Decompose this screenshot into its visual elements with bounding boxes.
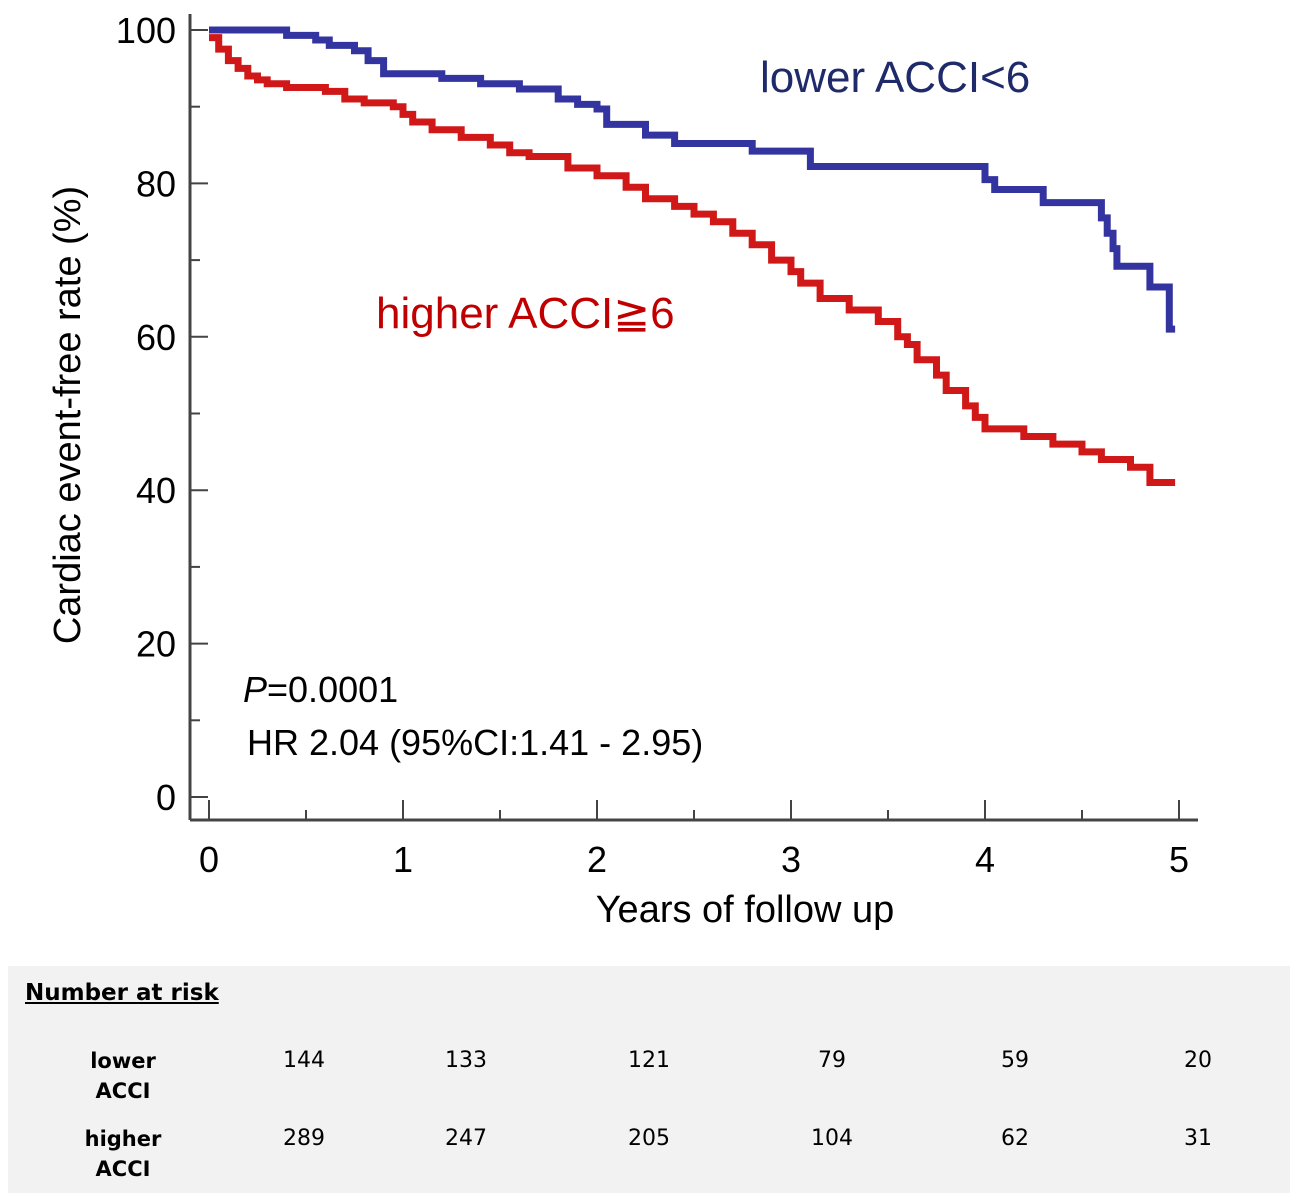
y-tick-label: 100 <box>116 10 176 51</box>
risk-value: 20 <box>1184 1048 1212 1073</box>
risk-value: 133 <box>445 1048 487 1073</box>
series-label-higher: higher ACCI≧6 <box>376 289 675 338</box>
series-line-higher <box>209 34 1176 487</box>
risk-row-lower: lower ACCI 144 133 121 79 59 20 <box>8 1046 1290 1106</box>
p-value-annotation: P=0.0001 <box>243 669 398 710</box>
y-tick-label: 80 <box>136 163 176 204</box>
p-symbol: P <box>243 669 267 710</box>
risk-row-label: higher ACCI <box>68 1124 178 1184</box>
y-tick-label: 0 <box>156 777 176 818</box>
risk-row-label-line2: ACCI <box>95 1079 151 1103</box>
risk-value: 59 <box>1001 1048 1029 1073</box>
y-axis-title: Cardiac event-free rate (%) <box>47 186 89 644</box>
hazard-ratio-annotation: HR 2.04 (95%CI:1.41 - 2.95) <box>247 722 703 763</box>
risk-value: 247 <box>445 1126 487 1151</box>
risk-value: 62 <box>1001 1126 1029 1151</box>
series-layer <box>209 26 1176 487</box>
risk-row-label-line1: lower <box>90 1049 156 1073</box>
series-label-lower: lower ACCI<6 <box>760 53 1030 102</box>
x-tick-label: 4 <box>975 839 995 880</box>
risk-value: 205 <box>628 1126 670 1151</box>
p-value: =0.0001 <box>267 669 398 710</box>
axes: 0 20 40 60 80 100 0 1 2 3 4 5 <box>116 10 1198 880</box>
risk-row-higher: higher ACCI 289 247 205 104 62 31 <box>8 1124 1290 1184</box>
x-tick-label: 1 <box>393 839 413 880</box>
y-tick-label: 40 <box>136 470 176 511</box>
risk-value: 121 <box>628 1048 670 1073</box>
risk-value: 31 <box>1184 1126 1212 1151</box>
risk-table: Number at risk lower ACCI 144 133 121 79… <box>8 966 1290 1193</box>
x-tick-label: 0 <box>199 839 219 880</box>
x-axis-title: Years of follow up <box>596 889 895 931</box>
risk-row-label-line2: ACCI <box>95 1157 151 1181</box>
x-tick-label: 2 <box>587 839 607 880</box>
x-tick-label: 3 <box>781 839 801 880</box>
risk-table-title: Number at risk <box>25 980 219 1006</box>
risk-value: 289 <box>283 1126 325 1151</box>
x-tick-label: 5 <box>1169 839 1189 880</box>
risk-row-label: lower ACCI <box>68 1046 178 1106</box>
risk-value: 104 <box>811 1126 853 1151</box>
survival-chart: 0 20 40 60 80 100 0 1 2 3 4 5 Cardiac event-free ra… <box>47 10 1198 931</box>
y-tick-label: 20 <box>136 624 176 665</box>
risk-value: 79 <box>818 1048 846 1073</box>
risk-row-label-line1: higher <box>84 1127 162 1151</box>
series-line-lower <box>209 26 1176 333</box>
risk-value: 144 <box>283 1048 325 1073</box>
y-tick-label: 60 <box>136 317 176 358</box>
